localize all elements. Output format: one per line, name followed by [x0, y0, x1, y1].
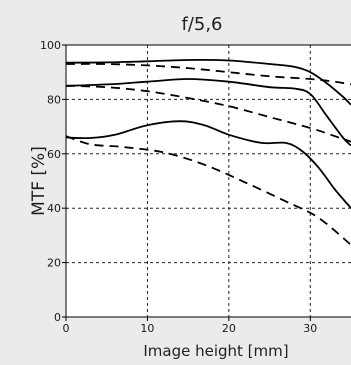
- x-tick-label-20: 20: [222, 322, 236, 335]
- series-lines: [65, 58, 351, 246]
- y-tick-label-60: 60: [47, 148, 61, 161]
- y-tick-label-80: 80: [47, 93, 61, 106]
- axes: [65, 44, 351, 318]
- x-tick-label-30: 30: [303, 322, 317, 335]
- y-tick-label-20: 20: [47, 257, 61, 270]
- y-axis-title: MTF [%]: [29, 146, 49, 216]
- y-tick-labels: 0 20 40 60 80 100: [40, 39, 66, 324]
- y-tick-label-100: 100: [40, 39, 61, 52]
- plot-area: [66, 45, 351, 317]
- x-tick-labels: 0 10 20 30: [63, 317, 317, 335]
- series-line-4-dashed: [65, 84, 351, 143]
- series-line-5-solid: [65, 120, 351, 209]
- x-tick-label-10: 10: [140, 322, 154, 335]
- y-tick-label-40: 40: [47, 202, 61, 215]
- series-line-6-dashed: [65, 135, 351, 246]
- x-tick-label-0: 0: [63, 322, 70, 335]
- series-line-1-solid: [65, 58, 351, 106]
- x-axis-title: Image height [mm]: [143, 342, 288, 360]
- series-line-2-dashed: [65, 63, 351, 86]
- series-line-3-solid: [65, 78, 351, 147]
- chart-title: f/5,6: [181, 14, 222, 35]
- y-tick-label-0: 0: [54, 311, 61, 324]
